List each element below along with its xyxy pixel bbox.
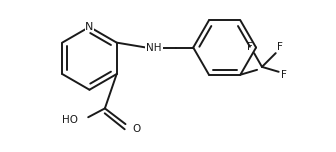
Text: HO: HO [62,115,78,125]
Text: NH: NH [146,43,162,53]
Text: F: F [247,42,253,52]
Text: N: N [85,22,94,32]
Text: F: F [277,42,283,52]
Text: F: F [281,70,287,80]
Text: O: O [132,124,141,134]
